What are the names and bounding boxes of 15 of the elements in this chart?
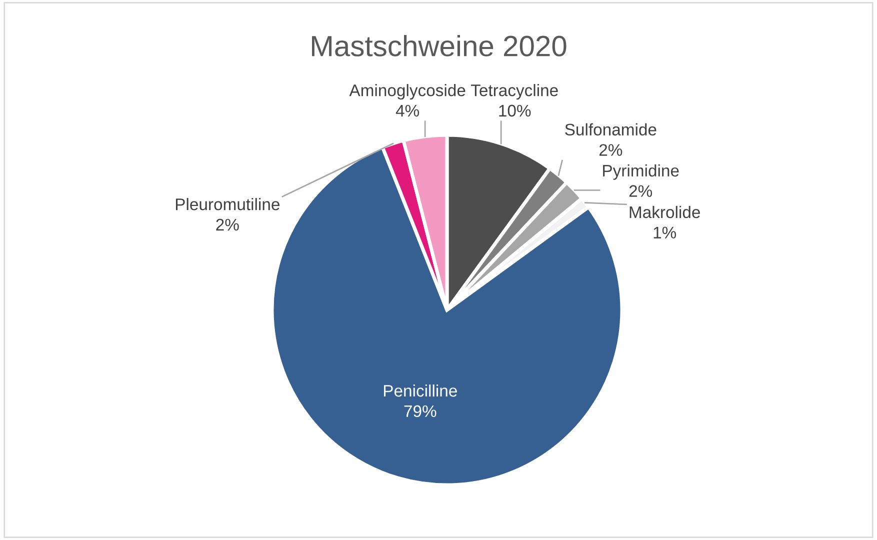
slice-label: Tetracycline (470, 84, 558, 100)
data-label: 10% (499, 104, 531, 117)
data-label: 2% (216, 218, 239, 231)
data-label: 79% (404, 405, 436, 418)
slice-label: Penicilline (384, 384, 457, 397)
slice-label: Sulfonamide (565, 123, 656, 136)
slice-label: Makrolide (630, 206, 700, 218)
data-label: 2% (599, 144, 622, 156)
slice-label: Aminoglycoside (349, 84, 466, 100)
data-label: 2% (629, 185, 652, 197)
data-label: 4% (396, 104, 420, 117)
slice-label: Pleuromutiline (176, 198, 280, 210)
data-label: 1% (654, 226, 676, 238)
chart-title: Mastschweine 2020 (312, 35, 566, 56)
slice-label: Pyrimidine (603, 164, 679, 180)
